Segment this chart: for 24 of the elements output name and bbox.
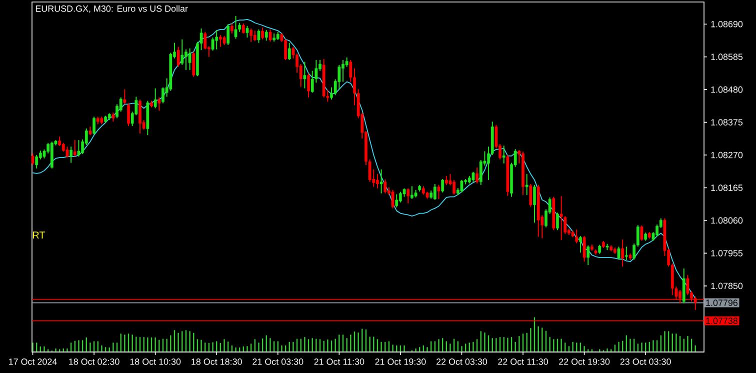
y-tick-label: 1.08480	[711, 86, 743, 93]
y-tick-label: 1.08375	[711, 119, 743, 126]
x-tick-label: 21 Oct 11:30	[314, 358, 364, 365]
x-tick-label: 17 Oct 2024	[9, 358, 57, 365]
y-tick-label: 1.08690	[711, 20, 743, 28]
ref-line-label: 1.07796	[706, 300, 738, 306]
ref-line-label: 1.07738	[706, 318, 738, 324]
y-tick-label: 1.08165	[711, 184, 743, 191]
x-tick-label: 22 Oct 03:30	[436, 358, 488, 365]
x-tick-label: 23 Oct 03:30	[620, 358, 671, 365]
annotation: RT	[33, 232, 46, 239]
x-tick-label: 22 Oct 19:30	[559, 358, 610, 365]
y-tick-label: 1.08585	[711, 54, 743, 60]
x-tick-label: 18 Oct 10:30	[130, 358, 181, 365]
y-tick-label: 1.08270	[711, 152, 743, 158]
x-tick-label: 21 Oct 03:30	[252, 358, 304, 365]
x-tick-label: 21 Oct 19:30	[375, 358, 426, 365]
y-tick-label: 1.07955	[711, 250, 743, 256]
chart-title: EURUSD.GX, M30: Euro vs US Dollar	[36, 5, 188, 13]
x-tick-label: 22 Oct 11:30	[498, 358, 548, 365]
x-tick-label: 18 Oct 18:30	[192, 358, 242, 365]
y-tick-label: 1.08060	[711, 217, 743, 224]
y-tick-label: 1.07850	[711, 282, 743, 290]
x-tick-label: 18 Oct 02:30	[69, 358, 120, 365]
